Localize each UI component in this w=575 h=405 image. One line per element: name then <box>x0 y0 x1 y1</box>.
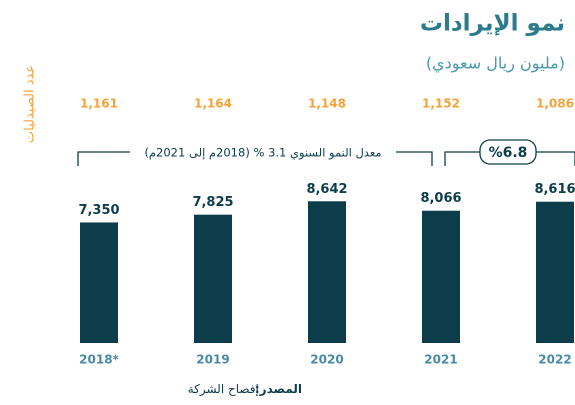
x-tick-label: 2018* <box>79 353 119 367</box>
annotation: معدل النمو السنوي 3.1 % (2018م إلى 2021م… <box>144 146 381 161</box>
annotation: %6.8 <box>489 145 528 161</box>
bracket-label-bg <box>130 142 396 162</box>
source-text: إفصاح الشركة <box>188 382 259 397</box>
chart-subtitle: (مليون ريال سعودي) <box>426 54 565 74</box>
value-label: 8,616 <box>534 182 575 197</box>
pharmacy-axis-label: عدد الصيدليات <box>23 65 38 143</box>
value-label: 7,825 <box>192 195 233 210</box>
chart-title: نمو الإيرادات <box>420 11 565 37</box>
pharmacy-count: 1,164 <box>194 97 232 111</box>
x-tick-label: 2022 <box>538 353 571 367</box>
growth-badge <box>479 139 537 165</box>
pharmacy-count: 1,148 <box>308 97 346 111</box>
source-label: المصدر: <box>255 382 302 396</box>
x-tick-label: 2019 <box>196 353 229 367</box>
bar <box>194 214 232 343</box>
bar <box>536 201 574 343</box>
pharmacy-count: 1,161 <box>80 97 118 111</box>
value-label: 8,642 <box>306 182 347 197</box>
bar <box>422 210 460 343</box>
pharmacy-count: 1,086 <box>536 97 574 111</box>
x-tick-label: 2021 <box>424 353 457 367</box>
value-label: 7,350 <box>78 203 119 218</box>
x-tick-label: 2020 <box>310 353 343 367</box>
bar <box>308 201 346 343</box>
value-label: 8,066 <box>420 191 461 206</box>
bar <box>80 222 118 343</box>
pharmacy-count: 1,152 <box>422 97 460 111</box>
source: المصدر:إفصاح الشركة <box>188 382 302 397</box>
